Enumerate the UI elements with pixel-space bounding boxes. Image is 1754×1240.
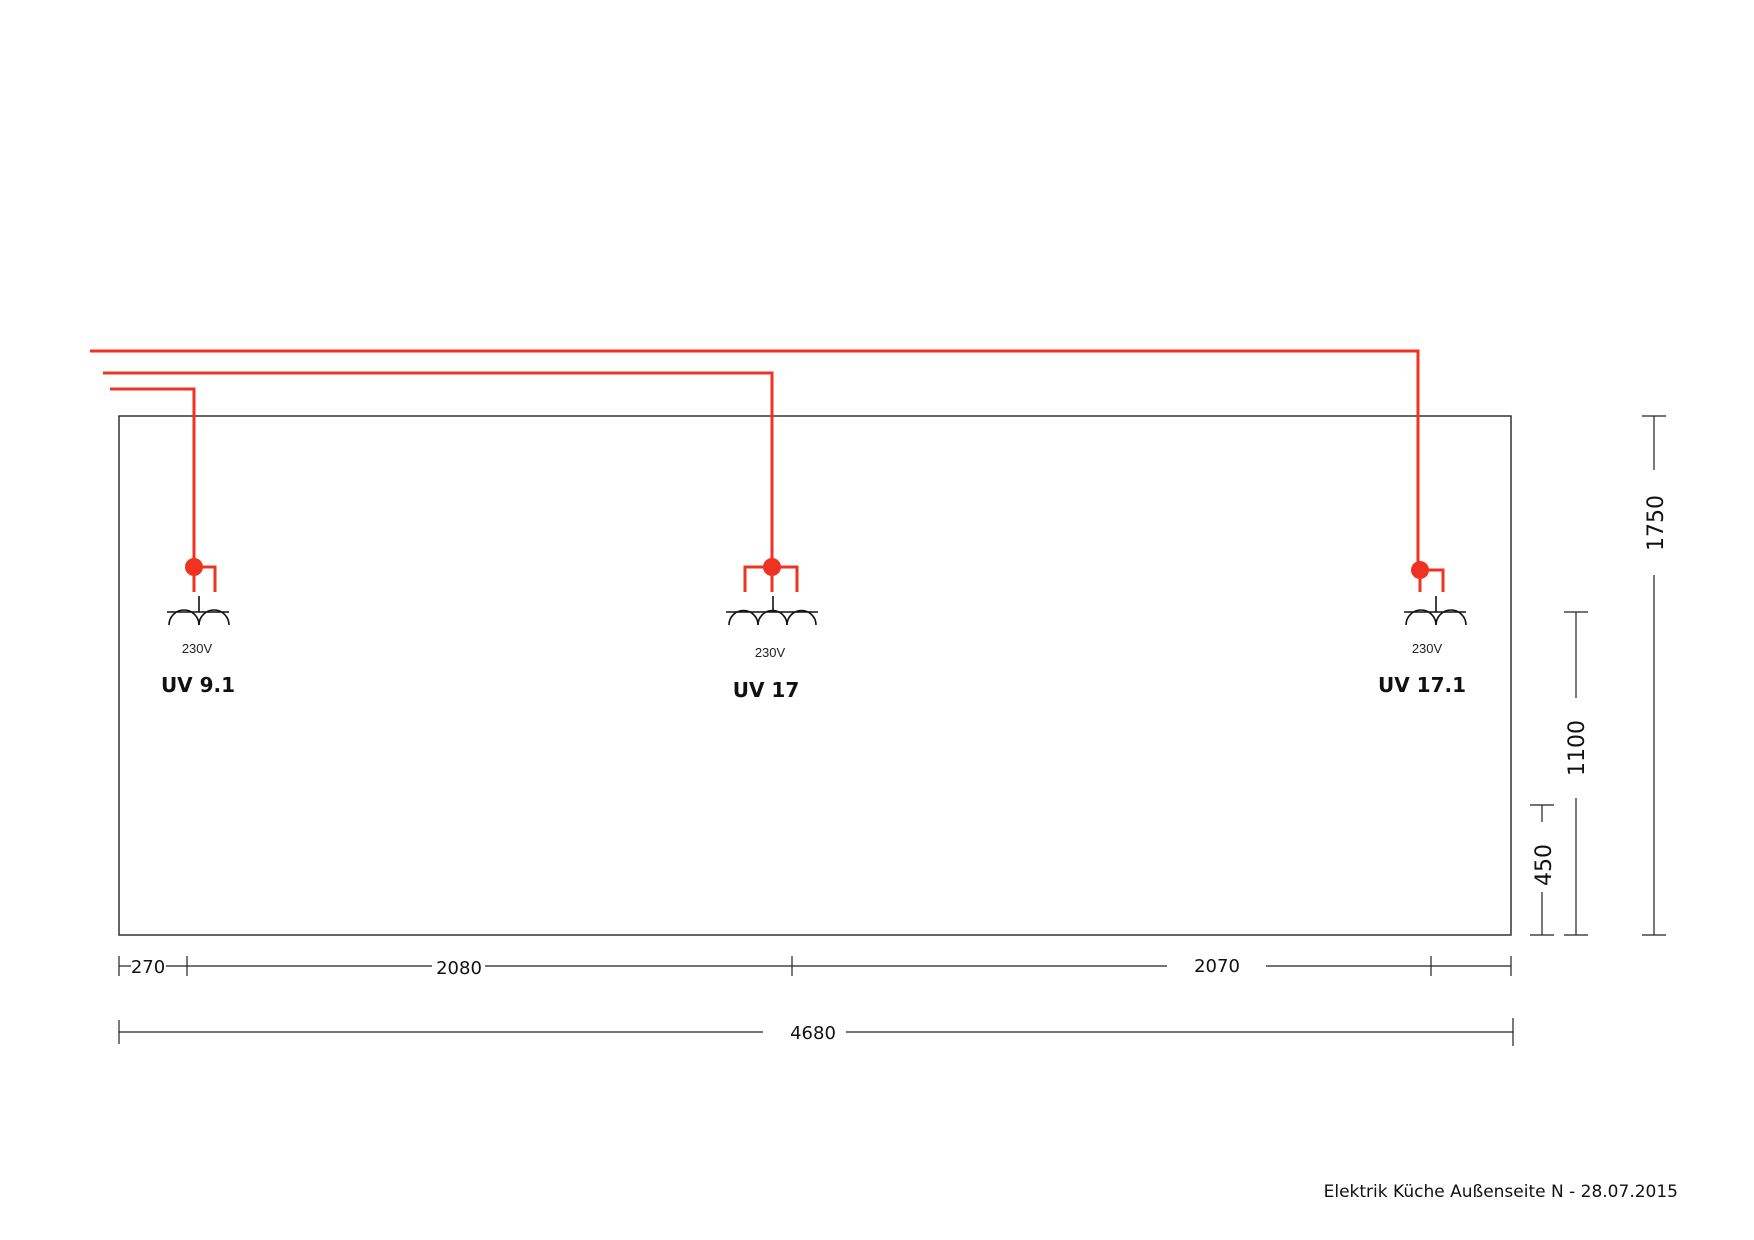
drawing-title: Elektrik Küche Außenseite N - 28.07.2015 (1324, 1182, 1678, 1202)
dim-270: 270 (131, 957, 165, 978)
dim-2070: 2070 (1194, 956, 1240, 977)
dim-450: 450 (1532, 844, 1557, 886)
supply-wires (90, 349, 1420, 567)
outlet-uv-17-1: 230V UV 17.1 (1378, 561, 1467, 697)
wall-outline (118, 415, 1512, 936)
socket-symbol (1404, 596, 1467, 626)
vertical-dimension-1750: 1750 (1642, 415, 1669, 936)
outlet-feed (1418, 568, 1445, 592)
dim-4680: 4680 (790, 1023, 836, 1044)
voltage-label: 230V (755, 645, 786, 660)
outlet-feed (192, 565, 217, 592)
wire-uv-9-1 (110, 387, 196, 567)
outlet-name: UV 17 (733, 678, 800, 702)
socket-symbol (167, 596, 230, 626)
voltage-label: 230V (1412, 641, 1443, 656)
outlet-name: UV 17.1 (1378, 673, 1466, 697)
outlet-name: UV 9.1 (161, 673, 235, 697)
vertical-dimension-1100: 1100 (1564, 611, 1590, 936)
wire-uv-17 (103, 371, 774, 567)
dim-1750: 1750 (1644, 495, 1669, 551)
outlet-uv-9-1: 230V UV 9.1 (161, 558, 235, 697)
outlet-uv-17: 230V UV 17 (726, 558, 818, 702)
outlet-feed (743, 565, 799, 592)
dim-1100: 1100 (1565, 720, 1590, 776)
voltage-label: 230V (182, 641, 213, 656)
horizontal-dimension-chain: 270 2080 2070 (118, 956, 1512, 979)
total-width-dimension: 4680 (118, 1018, 1514, 1046)
vertical-dimension-450: 450 (1530, 804, 1557, 936)
wire-uv-17-1 (90, 349, 1420, 567)
dim-2080: 2080 (436, 958, 482, 979)
socket-symbol (726, 596, 818, 626)
